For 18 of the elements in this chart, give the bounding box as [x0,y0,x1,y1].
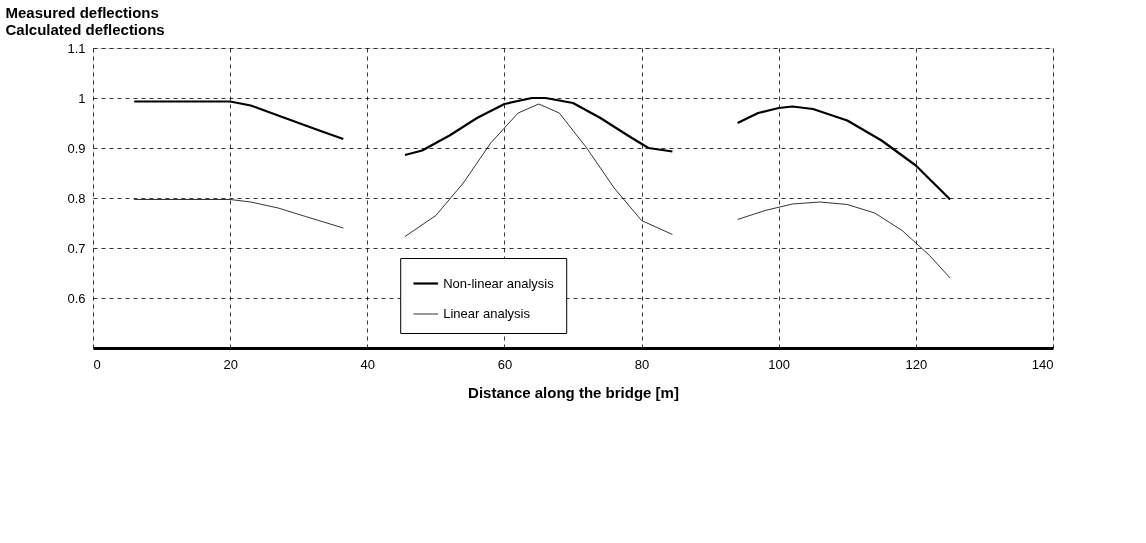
x-tick-label: 0 [93,356,101,372]
x-tick-label: 40 [360,356,376,372]
x-tick-label: 60 [497,356,513,372]
x-tick-label: 100 [768,356,791,372]
x-tick-label: 120 [905,356,928,372]
x-tick-label: 20 [223,356,238,372]
x-tick-label: 140 [1031,356,1054,372]
y-tick-label: 0.6 [67,290,86,306]
y-tick-label: 1 [78,90,86,106]
x-axis-title: Distance along the bridge [m] [468,383,679,401]
x-tick-label: 80 [634,356,650,372]
legend-label: Linear analysis [443,306,531,321]
y-tick-label: 0.8 [67,190,86,206]
legend-label: Non-linear analysis [443,275,555,291]
y-tick-label: 0.9 [67,140,86,156]
y-tick-label: 0.7 [67,240,86,256]
y-tick-label: 1.1 [67,40,86,56]
y-axis-title: Measured deflections Calculated deflections [5,3,165,38]
